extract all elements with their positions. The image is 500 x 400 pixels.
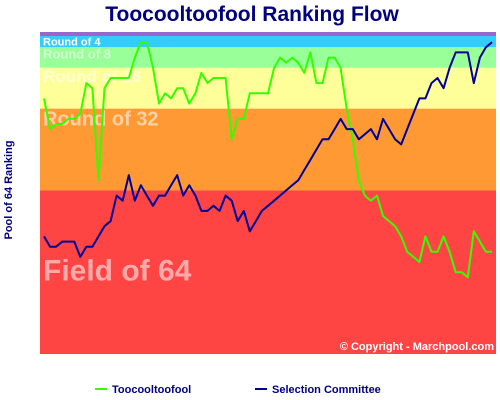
- zone-label-2: Round of 8: [43, 46, 111, 61]
- zone-2: [40, 47, 496, 68]
- series-line-1: [43, 41, 492, 279]
- rank-zones: [40, 32, 496, 354]
- zone-1: [40, 36, 496, 48]
- legend-label-2: Selection Committee: [272, 384, 381, 396]
- zone-label-3: Round of 16: [43, 67, 141, 86]
- legend-label-1: Toocooltoofool: [112, 384, 191, 396]
- legend: Toocooltoofool Selection Committee: [95, 384, 381, 396]
- top-band: [40, 32, 496, 36]
- chart-title: Toocooltoofool Ranking Flow: [105, 3, 399, 26]
- series-lines: [43, 41, 493, 279]
- copyright-notice: © Copyright - Marchpool.com: [340, 341, 494, 353]
- zone-5: [40, 190, 496, 354]
- y-axis-label: Pool of 64 Ranking: [3, 140, 15, 239]
- zone-3: [40, 67, 496, 109]
- zone-label-1: Round of 4: [43, 36, 101, 48]
- zone-4: [40, 108, 496, 191]
- zone-label-5: Field of 64: [43, 254, 192, 287]
- zone-label-4: Round of 32: [43, 109, 159, 131]
- series-line-2: [43, 41, 493, 258]
